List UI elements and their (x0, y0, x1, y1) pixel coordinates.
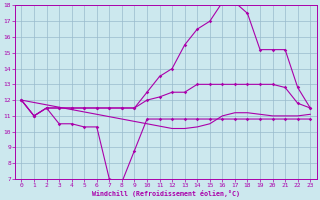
X-axis label: Windchill (Refroidissement éolien,°C): Windchill (Refroidissement éolien,°C) (92, 190, 240, 197)
